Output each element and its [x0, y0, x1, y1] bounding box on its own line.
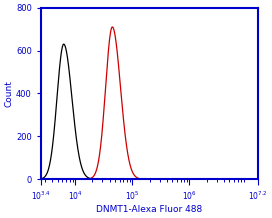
Y-axis label: Count: Count [4, 80, 13, 107]
X-axis label: DNMT1-Alexa Fluor 488: DNMT1-Alexa Fluor 488 [96, 205, 203, 214]
